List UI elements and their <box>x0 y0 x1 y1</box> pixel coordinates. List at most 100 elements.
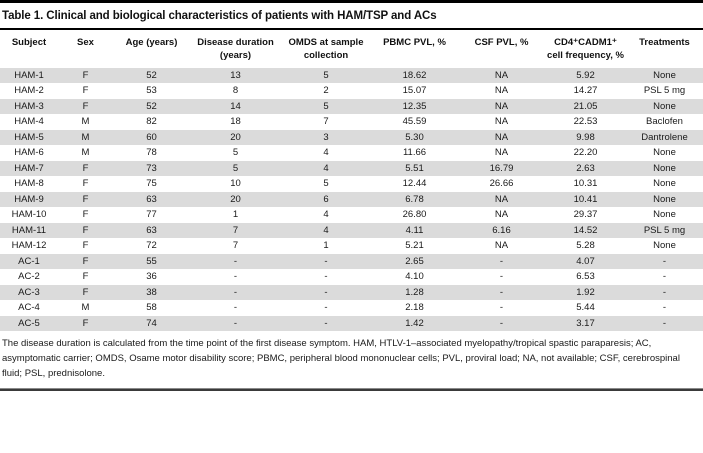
table-row: HAM-9 F 63 20 6 6.78 NA 10.41 None <box>0 191 703 208</box>
table-cell: AC-3 <box>18 286 40 298</box>
table-cell: 82 <box>146 116 157 128</box>
table-cell: None <box>653 209 676 221</box>
table-cell: 26.66 <box>489 178 514 190</box>
table-cell: HAM-7 <box>14 162 44 174</box>
table-cell: - <box>499 255 504 267</box>
table-cell: - <box>662 317 667 329</box>
table-cell: NA <box>494 131 509 143</box>
table-cell: 7 <box>232 224 239 236</box>
table-cell: 2.65 <box>405 255 424 267</box>
table-cell: NA <box>494 69 509 81</box>
table-cell: 72 <box>146 240 157 252</box>
table-cell: - <box>324 271 328 283</box>
table-cell: F <box>82 178 89 190</box>
table-cell: 14.27 <box>573 85 598 97</box>
table-cell: 52 <box>146 69 157 81</box>
table-cell: PSL 5 mg <box>643 224 686 236</box>
table-cell: 6.53 <box>576 271 595 283</box>
table-cell: AC-1 <box>18 255 40 267</box>
table-cell: NA <box>494 193 509 205</box>
table-cell: None <box>653 69 676 81</box>
table-row: HAM-3 F 52 14 5 12.35 NA 21.05 None <box>0 98 703 115</box>
table-cell: 78 <box>146 147 157 159</box>
table-cell: M <box>81 116 90 128</box>
table-row: AC-2 F 36 - - 4.10 - 6.53 - <box>0 269 703 285</box>
table-cell: 22.53 <box>573 116 598 128</box>
table-cell: 36 <box>146 271 157 283</box>
table-cell: 20 <box>230 193 241 205</box>
table-row: HAM-11 F 63 7 4 4.11 6.16 14.52 PSL 5 mg <box>0 222 703 239</box>
table-cell: - <box>499 302 504 314</box>
table-cell: 4 <box>323 224 329 236</box>
column-header: Treatments <box>639 37 690 48</box>
table-cell: AC-4 <box>18 302 40 314</box>
table-cell: 5.28 <box>576 240 595 252</box>
table-cell: None <box>653 193 676 205</box>
table-cell: NA <box>494 85 509 97</box>
column-header: Subject <box>11 37 47 48</box>
table-cell: Baclofen <box>646 116 683 128</box>
table-cell: 4 <box>323 209 329 221</box>
table-cell: F <box>82 209 89 221</box>
table-cell: 5.21 <box>405 240 424 252</box>
table-footnote: The disease duration is calculated from … <box>2 338 680 379</box>
table-title: Table 1. Clinical and biological charact… <box>2 10 437 22</box>
table-cell: 14 <box>230 100 241 112</box>
table-cell: 73 <box>146 162 157 174</box>
table-cell: 16.79 <box>489 162 514 174</box>
table-cell: NA <box>494 100 509 112</box>
table-cell: NA <box>494 209 509 221</box>
table-cell: 6 <box>323 193 329 205</box>
table-cell: 15.07 <box>402 85 427 97</box>
table-cell: 4.10 <box>405 271 424 283</box>
table-cell: 1 <box>323 240 329 252</box>
table-body: HAM-1 F 52 13 5 18.62 NA 5.92 None HAM-2 F 53 8 2 15.0… <box>0 67 703 332</box>
table-row: AC-5 F 74 - - 1.42 - 3.17 - <box>0 315 703 332</box>
table-cell: 10.31 <box>573 178 598 190</box>
patient-characteristics-table: Subject Sex Age (years) Disease duration (y… <box>0 32 703 332</box>
table-cell: 13 <box>230 69 241 81</box>
table-cell: NA <box>494 116 509 128</box>
table-cell: M <box>81 302 90 314</box>
table-cell: HAM-2 <box>14 85 44 97</box>
table-cell: 5 <box>323 100 329 112</box>
table-row: HAM-10 F 77 1 4 26.80 NA 29.37 None <box>0 207 703 223</box>
table-cell: - <box>324 286 328 298</box>
table-cell: 75 <box>146 178 157 190</box>
table-cell: - <box>499 286 504 298</box>
table-cell: 29.37 <box>573 209 598 221</box>
table-cell: - <box>233 317 238 329</box>
table-header: Subject Sex Age (years) Disease duration (y… <box>0 32 703 68</box>
table-cell: 5.44 <box>576 302 595 314</box>
table-cell: HAM-8 <box>14 178 44 190</box>
table-cell: 21.05 <box>573 100 598 112</box>
table-cell: AC-5 <box>18 317 40 329</box>
column-header: CSF PVL, % <box>474 37 529 48</box>
table-cell: 6.78 <box>405 193 424 205</box>
table-cell: 63 <box>146 224 157 236</box>
table-cell: 60 <box>146 131 157 143</box>
table-cell: NA <box>494 147 509 159</box>
table-cell: F <box>82 193 89 205</box>
table-cell: - <box>662 271 667 283</box>
table-cell: 2.63 <box>576 162 595 174</box>
table-cell: - <box>499 271 504 283</box>
table-cell: 5.51 <box>405 162 424 174</box>
table-cell: F <box>82 255 89 267</box>
table-cell: F <box>82 240 89 252</box>
table-cell: HAM-9 <box>14 193 44 205</box>
table-cell: 74 <box>146 317 157 329</box>
table-cell: 14.52 <box>573 224 598 236</box>
table-cell: None <box>653 162 676 174</box>
table-cell: F <box>82 224 89 236</box>
table-cell: M <box>81 131 90 143</box>
column-header: Sex <box>77 37 94 48</box>
title-rule <box>0 28 703 30</box>
table-cell: 38 <box>146 286 157 298</box>
table-cell: None <box>653 178 676 190</box>
table-cell: 4 <box>323 147 329 159</box>
table-cell: 2 <box>323 85 329 97</box>
table-cell: 1.92 <box>576 286 595 298</box>
table-cell: - <box>324 317 328 329</box>
